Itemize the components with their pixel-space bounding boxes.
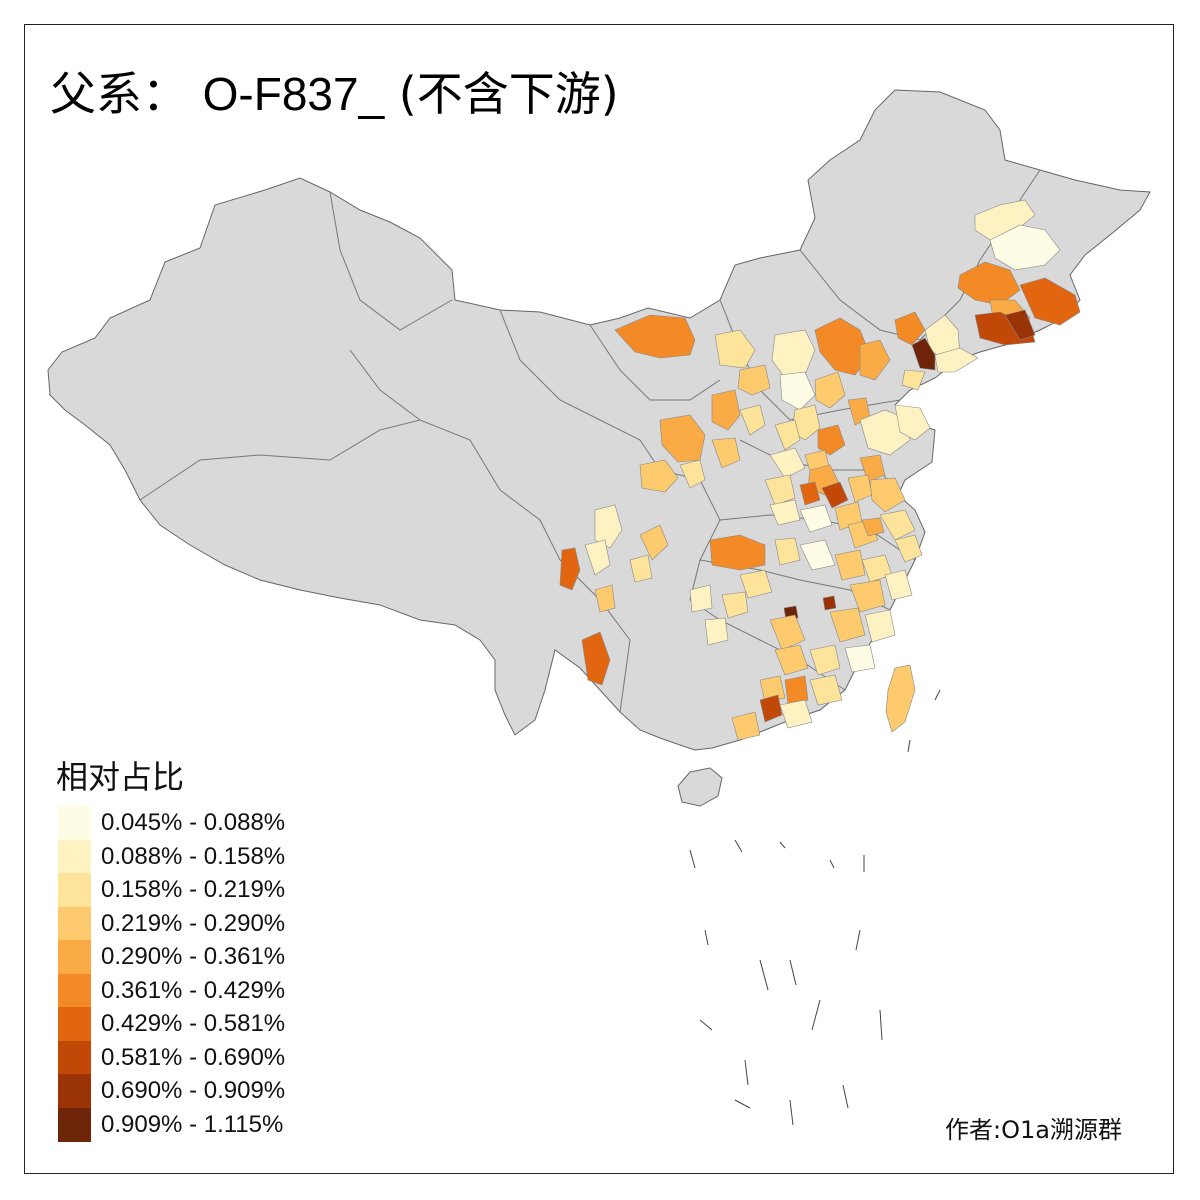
legend-swatch [58,806,91,840]
legend-label: 0.158% - 0.219% [101,876,286,903]
region-inner-mongolia-c [714,329,756,369]
region-shandong-e [894,404,931,441]
region-guizhou-c [774,644,809,676]
map-frame [24,24,1174,1174]
region-guangdong-c [759,694,783,723]
region-shanxi-mid [814,371,846,409]
region-henan-s2 [769,499,801,526]
region-liaoning-d [894,311,926,346]
legend-swatch [58,1074,91,1108]
region-hubei-w [774,537,801,566]
legend-swatch [58,940,91,974]
region-jiangxi-n [849,579,886,613]
legend-swatch [58,873,91,907]
legend-label: 0.088% - 0.158% [101,842,286,870]
region-hunan-n [739,569,773,599]
region-inner-mongolia-west [614,314,696,359]
region-henan-c3 [821,481,849,509]
region-henan-s [764,474,796,506]
region-hubei-c [799,539,836,571]
title-haplogroup: O-F837_ [202,68,385,120]
legend-label: 0.581% - 0.690% [101,1043,286,1071]
region-shandong-w [859,409,911,456]
region-zhejiang-n [884,569,913,601]
legend-swatch [58,906,91,941]
legend-label: 0.361% - 0.429% [101,976,286,1004]
map-title: 父系： O-F837_ (不含下游) [50,58,619,124]
region-guizhou-n [689,584,713,613]
legend-swatch [58,1007,91,1041]
region-henan-n [769,447,806,479]
region-jiangsu-m [879,509,916,541]
region-sichuan-c [584,539,611,576]
region-henan-s3 [799,504,833,533]
region-sichuan-e [629,554,653,583]
region-hebei-northeast [859,339,891,381]
region-jilin-c [1004,309,1036,341]
legend-swatch [58,1107,91,1142]
legend-label: 0.909% - 1.115% [101,1110,284,1138]
region-jiangxi-s [809,644,841,676]
region-ordos [737,364,771,396]
region-inner-mongolia-d [779,371,816,411]
region-hebei-s [817,424,846,456]
region-shaanxi-n [711,389,741,431]
region-liaoning-c [934,347,979,373]
region-heilongjiang-c [957,261,1021,306]
legend-swatch [58,1040,91,1075]
legend-swatch [58,973,91,1008]
region-heilongjiang-a [974,199,1036,241]
region-taiwan [885,664,916,733]
region-liaoning-e [901,369,926,391]
region-gansu-s [639,524,669,561]
region-guangdong-sc [779,699,813,729]
region-hebei-s2 [774,419,801,451]
title-suffix: (不含下游) [398,67,619,121]
region-hunan-c [769,614,806,651]
region-gansu-e2 [679,459,706,489]
region-jiangxi-c [829,607,866,643]
legend-label: 0.429% - 0.581% [101,1010,286,1037]
region-fujian-c [844,644,876,673]
region-fujian-n [864,609,896,643]
region-sichuan-w [559,547,581,591]
south-china-sea-islands [689,689,941,1126]
region-yunnan-n [704,617,729,646]
region-heilongjiang-b [989,224,1061,271]
data-regions [559,199,1081,741]
region-jiangxi-spot [822,595,837,611]
legend-label: 0.219% - 0.290% [101,909,286,937]
region-shaanxi-n2 [739,404,766,436]
title-prefix: 父系： [50,67,188,121]
legend-title: 相对占比 [56,758,185,796]
region-qinghai-e [594,504,623,549]
region-guangdong-w [731,711,761,741]
region-guangxi-n [759,675,786,703]
legend-swatch [58,839,91,874]
region-guangdong-n [784,675,809,705]
region-chongqing [709,534,766,571]
region-heilongjiang-d [1019,277,1081,326]
region-hunan-w [721,591,749,619]
region-jiangsu-n [869,477,906,513]
region-jiangsu-s [894,534,923,563]
region-sichuan-s [594,584,616,613]
hainan-island [677,767,723,807]
region-liaoning-b [911,337,936,371]
legend-label: 0.045% - 0.088% [101,809,286,836]
author-credit: 作者:O1a溯源群 [945,1116,1122,1144]
region-guangdong-e [809,674,843,706]
region-hubei-e [834,549,866,581]
region-gansu-e [639,459,679,493]
region-yunnan-w [581,631,611,686]
legend-label: 0.290% - 0.361% [101,943,286,970]
region-anhui-c2 [861,517,885,537]
region-shaanxi-mid [711,437,741,469]
region-henan-c2 [799,481,821,506]
legend-label: 0.690% - 0.909% [101,1077,286,1104]
